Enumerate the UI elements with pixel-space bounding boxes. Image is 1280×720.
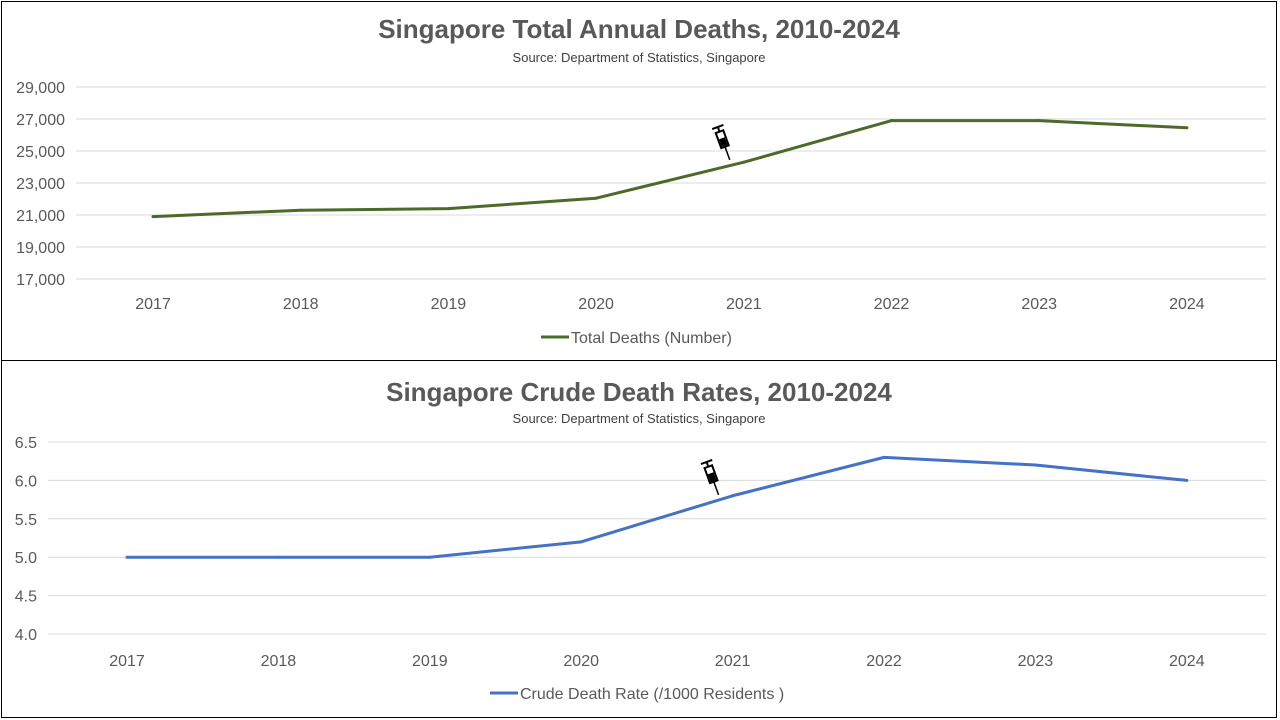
data-point xyxy=(742,160,746,164)
series-line xyxy=(127,455,1187,559)
data-point xyxy=(299,208,303,212)
y-tick-label: 21,000 xyxy=(16,208,65,225)
data-point xyxy=(579,540,583,544)
legend: Total Deaths (Number) xyxy=(541,330,732,347)
x-tick-label: 2018 xyxy=(261,653,297,670)
data-point xyxy=(1037,119,1041,123)
death-rate-line-chart: 4.0 4.5 5.0 5.5 6.0 6.5 2017 2018 2019 2020 2021 20… xyxy=(15,435,1266,703)
chart-title: Singapore Total Annual Deaths, 2010-2024 xyxy=(378,14,900,44)
data-point xyxy=(151,215,155,219)
y-tick-label: 25,000 xyxy=(16,144,65,161)
y-tick-label: 6.0 xyxy=(15,473,37,490)
x-tick-label: 2017 xyxy=(135,296,171,313)
x-tick-label: 2023 xyxy=(1021,296,1057,313)
y-tick-label: 27,000 xyxy=(16,112,65,129)
x-tick-label: 2018 xyxy=(283,296,319,313)
legend-label: Total Deaths (Number) xyxy=(571,330,732,347)
data-point xyxy=(594,196,598,200)
x-tick-label: 2020 xyxy=(563,653,599,670)
syringe-icon xyxy=(700,459,720,496)
deaths-line-chart: 17,000 19,000 21,000 23,000 25,000 27,000 29,0… xyxy=(16,80,1266,347)
chart-source: Source: Department of Statistics, Singap… xyxy=(512,411,766,426)
data-point xyxy=(882,455,886,459)
data-point xyxy=(446,207,450,211)
y-tick-label: 4.5 xyxy=(15,589,37,606)
y-tick-label: 19,000 xyxy=(16,240,65,257)
legend-label: Crude Death Rate (/1000 Residents ) xyxy=(520,686,784,703)
deaths-chart-panel: Singapore Total Annual Deaths, 2010-2024… xyxy=(1,1,1277,361)
syringe-icon xyxy=(711,124,731,161)
death-rate-chart-panel: Singapore Crude Death Rates, 2010-2024 S… xyxy=(1,360,1277,718)
legend: Crude Death Rate (/1000 Residents ) xyxy=(490,686,784,703)
x-tick-label: 2022 xyxy=(874,296,910,313)
series-line xyxy=(152,119,1187,219)
x-tick-label: 2020 xyxy=(578,296,614,313)
x-tick-label: 2019 xyxy=(431,296,467,313)
x-tick-label: 2019 xyxy=(412,653,448,670)
x-tick-label: 2022 xyxy=(866,653,902,670)
x-tick-label: 2024 xyxy=(1169,296,1205,313)
data-point xyxy=(428,555,432,559)
data-point xyxy=(276,555,280,559)
data-point xyxy=(1185,478,1189,482)
x-tick-label: 2021 xyxy=(715,653,751,670)
data-point xyxy=(1185,126,1189,130)
y-tick-label: 6.5 xyxy=(15,435,37,452)
x-tick-label: 2021 xyxy=(726,296,762,313)
data-point xyxy=(125,555,129,559)
data-point xyxy=(731,494,735,498)
y-tick-label: 5.5 xyxy=(15,512,37,529)
chart-source: Source: Department of Statistics, Singap… xyxy=(512,50,766,65)
y-tick-label: 5.0 xyxy=(15,550,37,567)
y-tick-label: 4.0 xyxy=(15,627,37,644)
y-tick-label: 23,000 xyxy=(16,176,65,193)
x-tick-label: 2017 xyxy=(109,653,145,670)
y-tick-label: 17,000 xyxy=(16,272,65,289)
chart-title: Singapore Crude Death Rates, 2010-2024 xyxy=(386,377,892,407)
x-tick-label: 2024 xyxy=(1169,653,1205,670)
x-tick-label: 2023 xyxy=(1018,653,1054,670)
y-tick-label: 29,000 xyxy=(16,80,65,97)
data-point xyxy=(1033,463,1037,467)
data-point xyxy=(890,119,893,123)
